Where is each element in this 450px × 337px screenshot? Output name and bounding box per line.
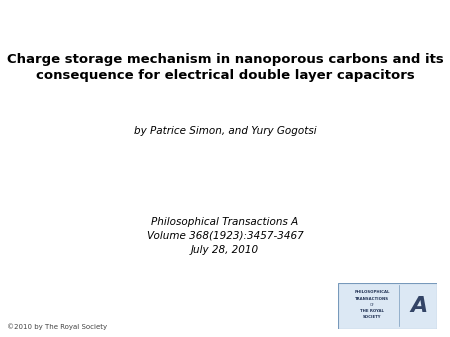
Text: Philosophical Transactions A
Volume 368(1923):3457-3467
July 28, 2010: Philosophical Transactions A Volume 368(… [147,217,303,255]
Text: A: A [410,296,427,316]
Text: TRANSACTIONS: TRANSACTIONS [355,297,389,301]
Text: Charge storage mechanism in nanoporous carbons and its
consequence for electrica: Charge storage mechanism in nanoporous c… [7,53,443,82]
Text: SOCIETY: SOCIETY [363,315,382,319]
Text: OF: OF [370,303,374,307]
Text: THE ROYAL: THE ROYAL [360,309,384,313]
Text: PHILOSOPHICAL: PHILOSOPHICAL [355,290,390,294]
Text: ©2010 by The Royal Society: ©2010 by The Royal Society [7,324,107,330]
FancyBboxPatch shape [338,283,436,329]
Text: by Patrice Simon, and Yury Gogotsi: by Patrice Simon, and Yury Gogotsi [134,126,316,136]
